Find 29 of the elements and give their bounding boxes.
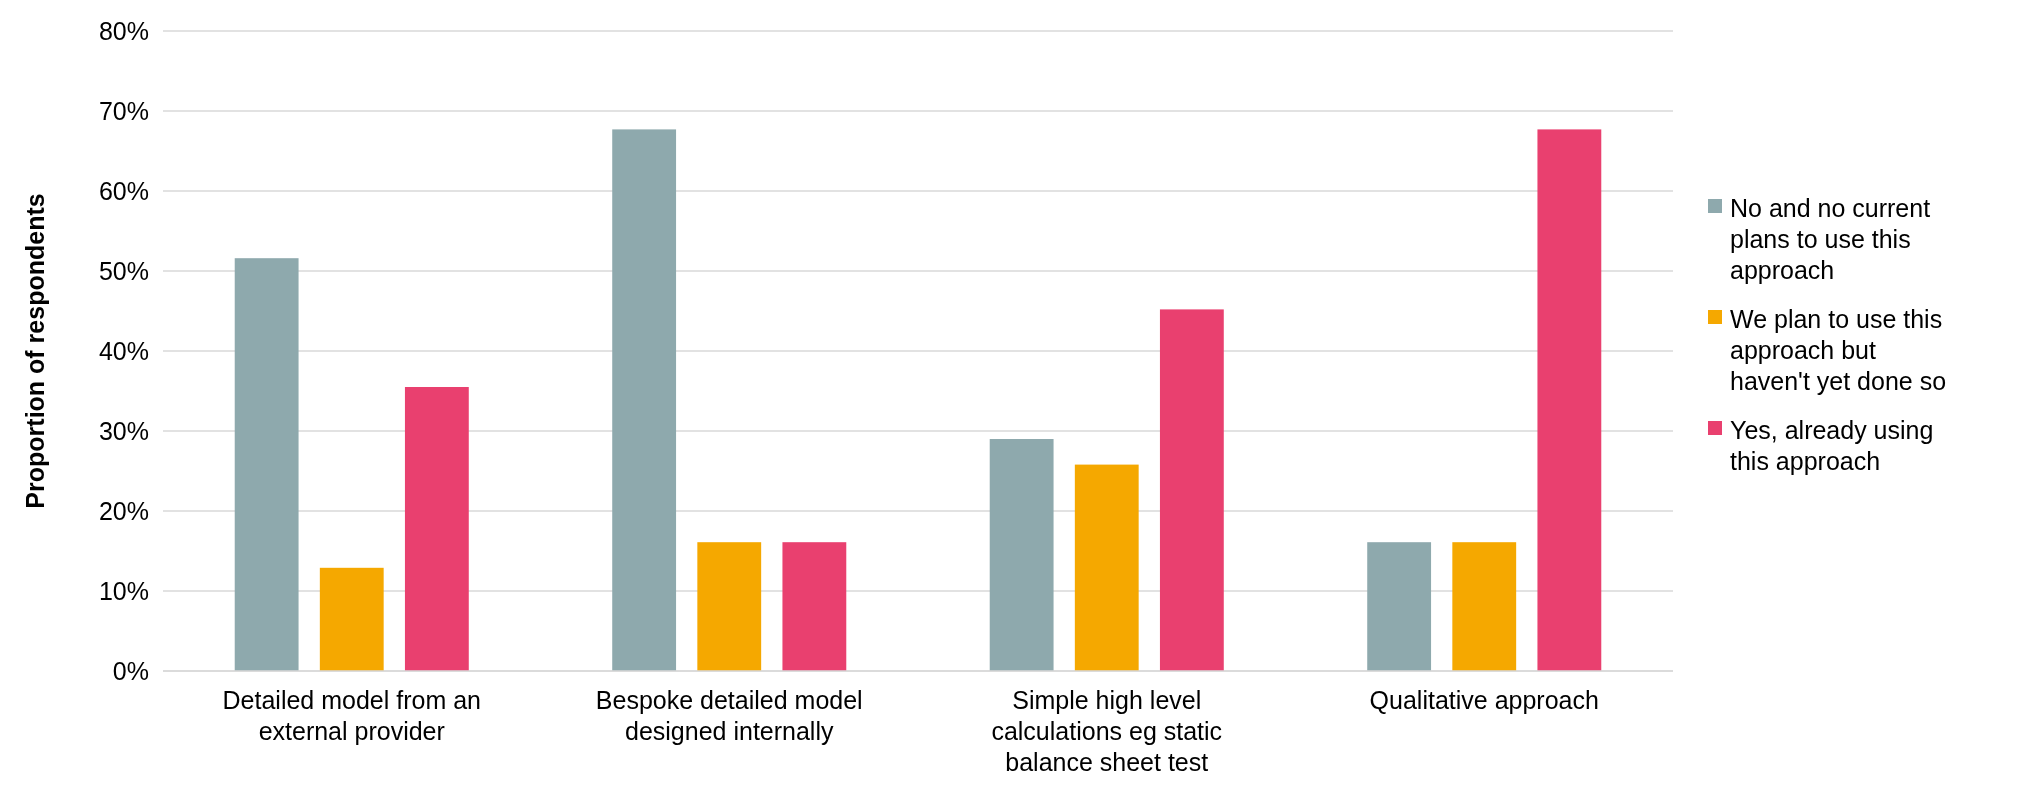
bar [319, 567, 384, 671]
x-tick-label: Qualitative approach [1369, 686, 1599, 714]
y-tick-label: 60% [98, 176, 149, 205]
y-tick-label: 20% [98, 496, 149, 525]
bar [1452, 542, 1517, 671]
x-tick-label: Bespoke detailed model designed internally [595, 686, 863, 745]
bar [1159, 309, 1224, 671]
bar [989, 439, 1054, 671]
bar [1537, 129, 1602, 671]
y-tick-label: 30% [98, 416, 149, 445]
y-tick-label: 10% [98, 576, 149, 605]
bar [782, 542, 847, 671]
bar [404, 387, 469, 671]
y-tick-label: 0% [112, 656, 149, 685]
legend-label: No and no current plans to use this approach [1730, 193, 1931, 284]
legend-label: We plan to use this approach but haven't yet done so [1730, 304, 1947, 395]
bar [1367, 542, 1432, 671]
x-tick-label: Detailed model from an external provider [222, 686, 481, 745]
legend-label: Yes, already using this approach [1730, 415, 1934, 475]
bar [697, 542, 762, 671]
bar [234, 258, 299, 671]
bar [1074, 464, 1139, 671]
y-tick-label: 70% [98, 96, 149, 125]
x-tick-label: Simple high level calculations eg static balance sheet test [991, 686, 1223, 776]
y-axis-title: Proportion of respondents [21, 193, 49, 509]
y-tick-label: 40% [98, 336, 149, 365]
y-tick-label: 50% [98, 256, 149, 285]
bar [612, 129, 677, 671]
y-tick-label: 80% [98, 16, 149, 45]
